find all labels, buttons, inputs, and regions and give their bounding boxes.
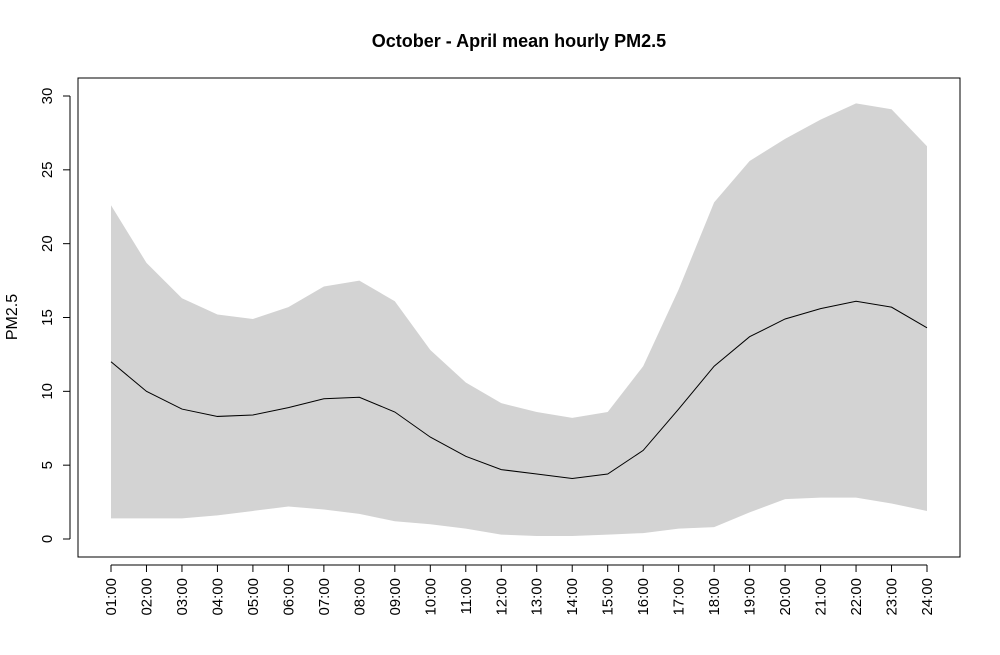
- x-tick-label: 09:00: [387, 578, 404, 616]
- y-tick-label: 0: [39, 535, 56, 543]
- y-tick-label: 30: [39, 88, 56, 105]
- plot-area: [110, 103, 928, 537]
- chart-title: October - April mean hourly PM2.5: [372, 31, 666, 51]
- x-tick-label: 16:00: [635, 578, 652, 616]
- x-tick-label: 21:00: [813, 578, 830, 616]
- x-tick-label: 18:00: [706, 578, 723, 616]
- x-tick-label: 13:00: [529, 578, 546, 616]
- y-axis: 0 5 10 15 20 25 30: [39, 88, 71, 543]
- x-tick-label: 10:00: [422, 578, 439, 616]
- y-tick-label: 25: [39, 161, 56, 178]
- mean-series-line: [110, 300, 928, 479]
- y-axis-label: PM2.5: [4, 294, 21, 340]
- x-tick-label: 12:00: [493, 578, 510, 616]
- y-tick-label: 20: [39, 235, 56, 252]
- x-tick-label: 20:00: [777, 578, 794, 616]
- x-tick-label: 08:00: [351, 578, 368, 616]
- x-tick-label: 11:00: [458, 578, 475, 614]
- y-tick-label: 10: [39, 383, 56, 400]
- x-tick-label: 24:00: [919, 578, 936, 616]
- y-tick-label: 15: [39, 309, 56, 326]
- x-tick-label: 01:00: [103, 578, 120, 616]
- x-tick-label: 17:00: [671, 578, 688, 616]
- x-tick-label: 03:00: [174, 578, 191, 616]
- plot-frame: [77, 77, 961, 558]
- x-tick-label: 19:00: [742, 578, 759, 616]
- x-tick-label: 02:00: [138, 578, 155, 616]
- y-tick-label: 5: [39, 461, 56, 469]
- x-tick-label: 05:00: [245, 578, 262, 616]
- x-tick-label: 14:00: [564, 578, 581, 616]
- x-tick-label: 07:00: [316, 578, 333, 616]
- x-tick-label: 23:00: [884, 578, 901, 616]
- x-tick-label: 22:00: [848, 578, 865, 616]
- x-axis: 01:00 02:00 03:00 04:00 05:00 06:00 07:00 08:00…: [103, 564, 936, 616]
- range-band: [111, 103, 927, 537]
- x-tick-label: 04:00: [209, 578, 226, 616]
- x-tick-label: 15:00: [600, 578, 617, 616]
- x-tick-label: 06:00: [280, 578, 297, 616]
